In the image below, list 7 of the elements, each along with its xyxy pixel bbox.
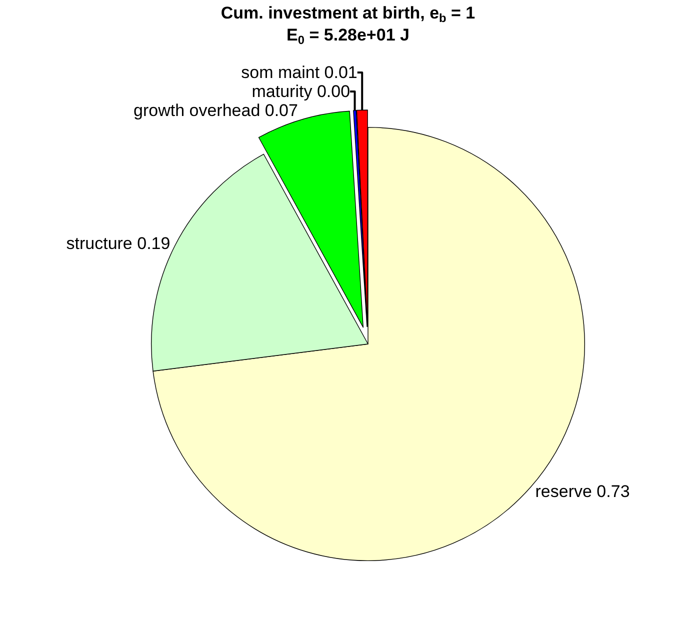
slice-label: reserve 0.73	[535, 482, 630, 501]
chart-title: Cum. investment at birth, e$_{b}$ = 1	[220, 4, 476, 26]
slice-label: structure 0.19	[66, 234, 170, 254]
slice-label: som maint 0.01	[241, 63, 358, 82]
slice-label: growth overhead 0.07	[134, 101, 298, 120]
chart-subtitle: E$_{0}$ = 5.28e+01 J	[286, 26, 410, 48]
slice-label: maturity 0.00	[252, 82, 350, 102]
